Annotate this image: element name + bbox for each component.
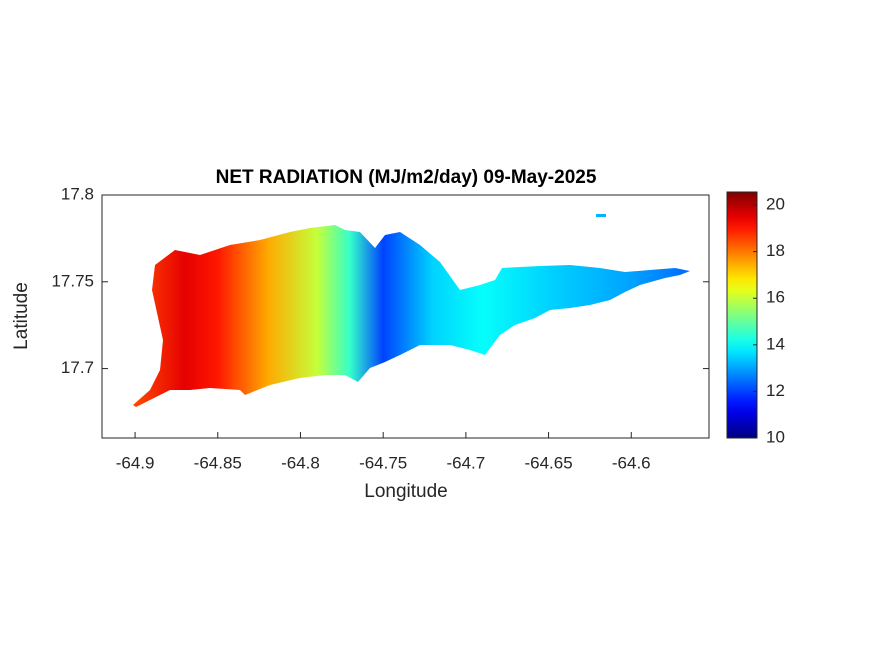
y-tick-label: 17.7: [61, 358, 94, 377]
colorbar-tick-label: 18: [766, 241, 785, 260]
colorbar-tick-label: 12: [766, 381, 785, 400]
chart-title: NET RADIATION (MJ/m2/day) 09-May-2025: [216, 167, 597, 188]
colorbar-tick-label: 10: [766, 427, 785, 446]
x-tick-label: -64.85: [194, 453, 242, 472]
colorbar-tick-label: 20: [766, 195, 785, 214]
y-axis-label: Latitude: [11, 282, 32, 350]
y-tick-label: 17.75: [51, 271, 94, 290]
x-tick-label: -64.9: [116, 453, 155, 472]
colorbar: [726, 191, 758, 439]
colorbar-tick-label: 14: [766, 334, 785, 353]
island: [133, 214, 690, 407]
colorbar-tick-label: 16: [766, 288, 785, 307]
y-tick-label: 17.8: [61, 184, 94, 203]
axes-box: [101, 194, 710, 439]
x-tick-label: -64.8: [281, 453, 320, 472]
x-tick-label: -64.65: [524, 453, 572, 472]
x-axis-label: Longitude: [364, 481, 447, 502]
x-tick-label: -64.7: [446, 453, 485, 472]
x-tick-label: -64.75: [359, 453, 407, 472]
x-tick-label: -64.6: [612, 453, 651, 472]
